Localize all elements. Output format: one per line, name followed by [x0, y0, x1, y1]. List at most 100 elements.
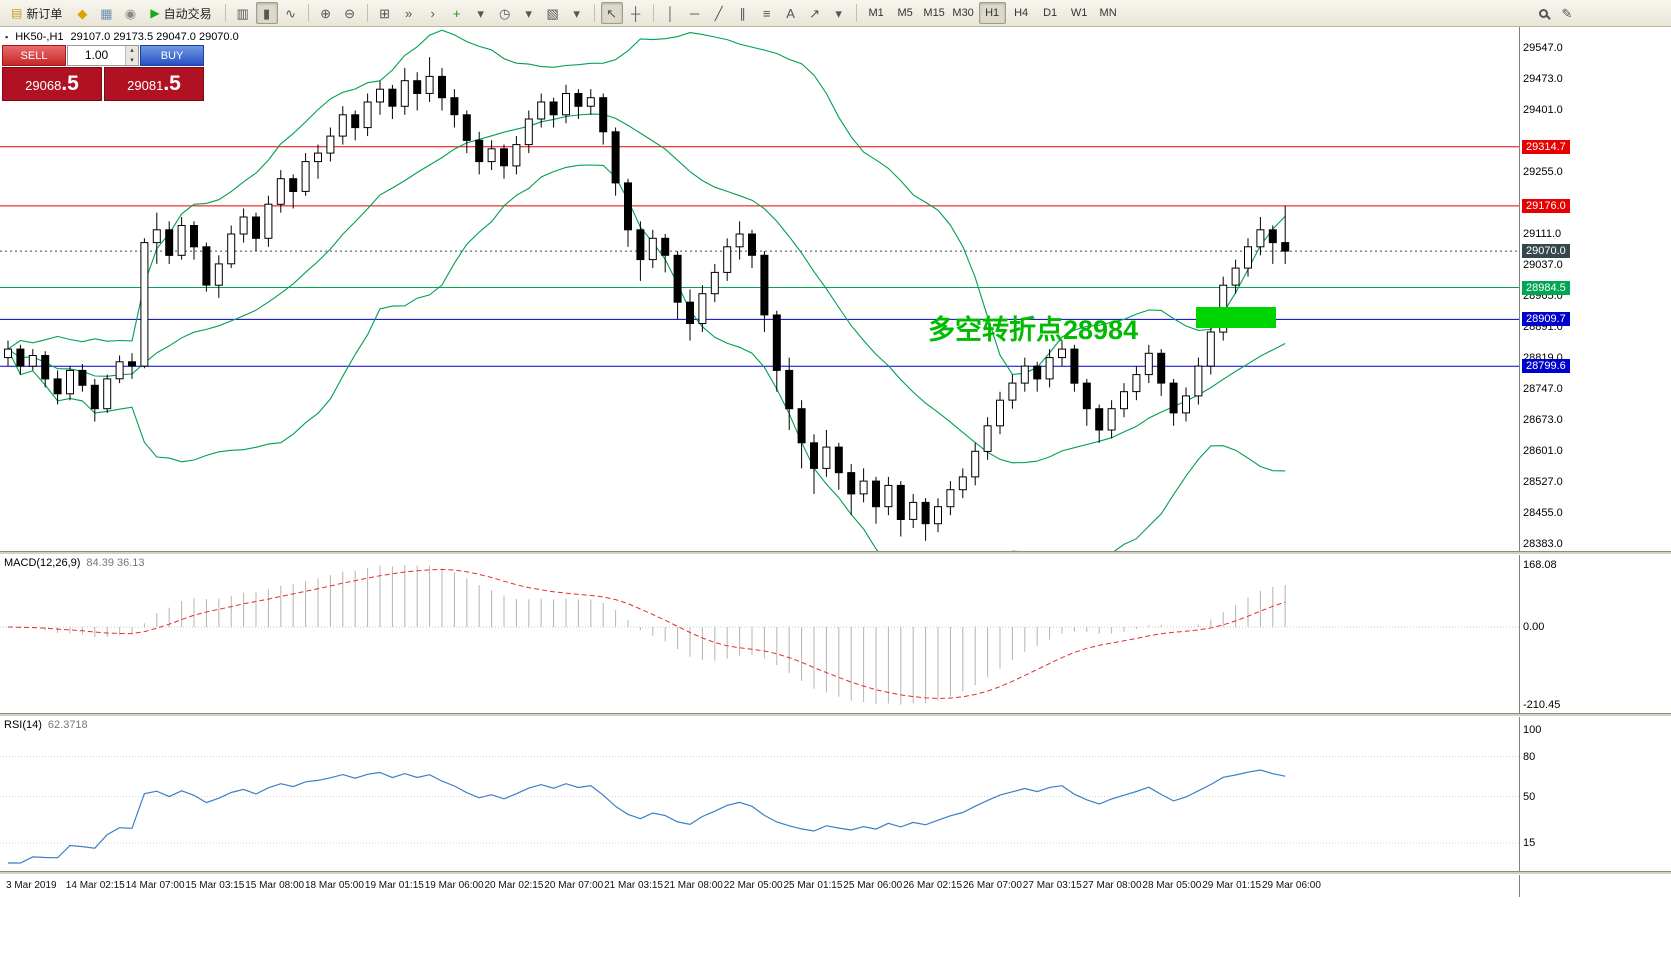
chart-window-icon: ▪ [5, 32, 9, 42]
fibonacci-button[interactable]: ≡ [756, 2, 778, 24]
price-tick: 29111.0 [1523, 227, 1562, 240]
macd-panel[interactable]: 168.08 0.00 -210.45 MACD(12,26,9) 84.39 36… [0, 555, 1671, 713]
time-label: 3 Mar 2019 [6, 880, 57, 891]
macd-axis[interactable]: 168.08 0.00 -210.45 [1519, 555, 1671, 713]
periods-dropdown-button[interactable]: ▾ [518, 2, 540, 24]
chevron-down-icon: ▾ [525, 5, 532, 21]
timeframe-h1-button[interactable]: H1 [978, 2, 1006, 24]
price-axis[interactable]: 29547.0 29473.0 29401.0 29255.0 29111.0 29037… [1519, 27, 1671, 551]
volume-value[interactable]: 1.00 [84, 48, 109, 62]
new-order-icon: ▤ [11, 6, 23, 20]
vertical-line-button[interactable]: │ [660, 2, 682, 24]
sell-button[interactable]: SELL [2, 45, 66, 66]
auto-scroll-button[interactable]: » [398, 2, 420, 24]
arrows-button[interactable]: ↗ [804, 2, 826, 24]
text-button[interactable]: A [780, 2, 802, 24]
macd-plot[interactable] [0, 555, 1519, 713]
horizontal-line-button[interactable]: ─ [684, 2, 706, 24]
zoom-in-button[interactable]: ⊕ [315, 2, 337, 24]
market-watch-icon: ◆ [77, 5, 88, 21]
timeframe-m30-button[interactable]: M30 [950, 2, 977, 24]
timeframe-mn-button[interactable]: MN [1095, 2, 1122, 24]
panel-splitter[interactable] [0, 551, 1671, 555]
cursor-button[interactable]: ↖ [600, 2, 623, 24]
auto-scroll-icon: » [404, 5, 413, 21]
rsi-tick: 50 [1523, 790, 1536, 803]
candlestick-button[interactable]: ▮ [255, 2, 278, 24]
panel-splitter[interactable] [0, 713, 1671, 717]
time-label: 25 Mar 06:00 [843, 880, 903, 891]
ohlc-values: 29107.0 29173.5 29047.0 29070.0 [70, 31, 239, 43]
timeframe-m5-button[interactable]: M5 [892, 2, 919, 24]
tile-windows-button[interactable]: ⊞ [374, 2, 396, 24]
timeframe-m15-button[interactable]: M15 [921, 2, 948, 24]
pencil-icon: ✎ [1561, 5, 1573, 21]
volume-field[interactable]: 1.00 ▴ ▾ [67, 45, 139, 66]
macd-tick: 168.08 [1523, 558, 1557, 571]
rsi-level-lines [0, 756, 1519, 844]
macd-histogram [19, 565, 1286, 705]
timeframe-h4-button[interactable]: H4 [1008, 2, 1035, 24]
navigator-button[interactable]: ▦ [95, 2, 117, 24]
vertical-line-icon: │ [666, 5, 675, 21]
axis-border [1519, 875, 1520, 897]
objects-dropdown-button[interactable]: ▾ [828, 2, 850, 24]
macd-tick: -210.45 [1523, 698, 1561, 711]
time-axis[interactable]: 3 Mar 2019 14 Mar 02:15 14 Mar 07:00 15 Mar… [0, 875, 1671, 897]
templates-dropdown-button[interactable]: ▾ [566, 2, 588, 24]
periods-button[interactable]: ◷ [494, 2, 516, 24]
time-label: 29 Mar 06:00 [1262, 880, 1321, 891]
fibonacci-icon: ≡ [762, 5, 771, 21]
search-button[interactable] [1532, 2, 1554, 24]
indicators-dropdown-button[interactable]: ▾ [470, 2, 492, 24]
chart-shift-button[interactable]: › [422, 2, 444, 24]
buy-price-button[interactable]: 29081.5 [104, 67, 204, 101]
bar-chart-button[interactable]: ▥ [232, 2, 254, 24]
zoom-out-icon: ⊖ [344, 5, 356, 21]
volume-down-button[interactable]: ▾ [130, 56, 134, 64]
channel-icon: ∥ [739, 5, 746, 21]
line-chart-button[interactable]: ∿ [280, 2, 302, 24]
bar-chart-icon: ▥ [236, 5, 249, 21]
time-label: 15 Mar 08:00 [245, 880, 305, 891]
price-chart-panel[interactable]: 29547.0 29473.0 29401.0 29255.0 29111.0 29037… [0, 27, 1671, 551]
timeframe-w1-button[interactable]: W1 [1066, 2, 1093, 24]
auto-trading-icon: ▶ [150, 6, 160, 20]
price-tick: 29473.0 [1523, 73, 1563, 86]
main-toolbar: ▤ 新订单 ◆ ▦ ◉ ▶ 自动交易 ▥ ▮ ∿ ⊕ ⊖ ⊞ » › + ▾ ◷ ▾ ▧ ▾ ↖ ┼ │ ─ ╱ ∥ ≡ A ↗ ▾ M1 M5… [0, 0, 1671, 27]
price-chart-plot[interactable] [0, 27, 1519, 551]
annotation-highlight-box[interactable] [1196, 307, 1276, 328]
timeframe-m1-button[interactable]: M1 [863, 2, 890, 24]
time-label: 20 Mar 02:15 [484, 880, 544, 891]
search-icon [1538, 8, 1548, 18]
market-watch-button[interactable]: ◆ [71, 2, 93, 24]
auto-trading-button[interactable]: ▶ 自动交易 [143, 2, 218, 24]
terminal-button[interactable]: ◉ [119, 2, 141, 24]
crosshair-button[interactable]: ┼ [625, 2, 647, 24]
volume-up-button[interactable]: ▴ [130, 47, 134, 54]
indicators-button[interactable]: + [446, 2, 468, 24]
annotation-text[interactable]: 多空转折点28984 [928, 315, 1139, 345]
rsi-axis[interactable]: 100 80 50 15 [1519, 717, 1671, 871]
rsi-plot[interactable] [0, 717, 1519, 871]
channel-button[interactable]: ∥ [732, 2, 754, 24]
rsi-name: RSI(14) [4, 719, 42, 731]
timeframe-d1-button[interactable]: D1 [1037, 2, 1064, 24]
trendline-button[interactable]: ╱ [708, 2, 730, 24]
edit-button[interactable]: ✎ [1556, 2, 1578, 24]
timeframe-h4-button-label: H4 [1014, 7, 1029, 19]
buy-button[interactable]: BUY [140, 45, 204, 66]
price-tick: 29255.0 [1523, 166, 1563, 179]
navigator-icon: ▦ [100, 5, 113, 21]
rsi-panel[interactable]: 100 80 50 15 RSI(14) 62.3718 [0, 717, 1671, 871]
new-order-button[interactable]: ▤ 新订单 [4, 2, 69, 24]
time-label: 27 Mar 08:00 [1082, 880, 1142, 891]
zoom-out-button[interactable]: ⊖ [339, 2, 361, 24]
price-level-badge: 28799.6 [1522, 359, 1570, 374]
panel-splitter[interactable] [0, 871, 1671, 875]
sell-price-button[interactable]: 29068.5 [2, 67, 102, 101]
price-tick: 28527.0 [1523, 476, 1563, 489]
timeframe-m5-button-label: M5 [897, 7, 913, 19]
chart-shift-icon: › [430, 5, 435, 21]
templates-button[interactable]: ▧ [542, 2, 564, 24]
